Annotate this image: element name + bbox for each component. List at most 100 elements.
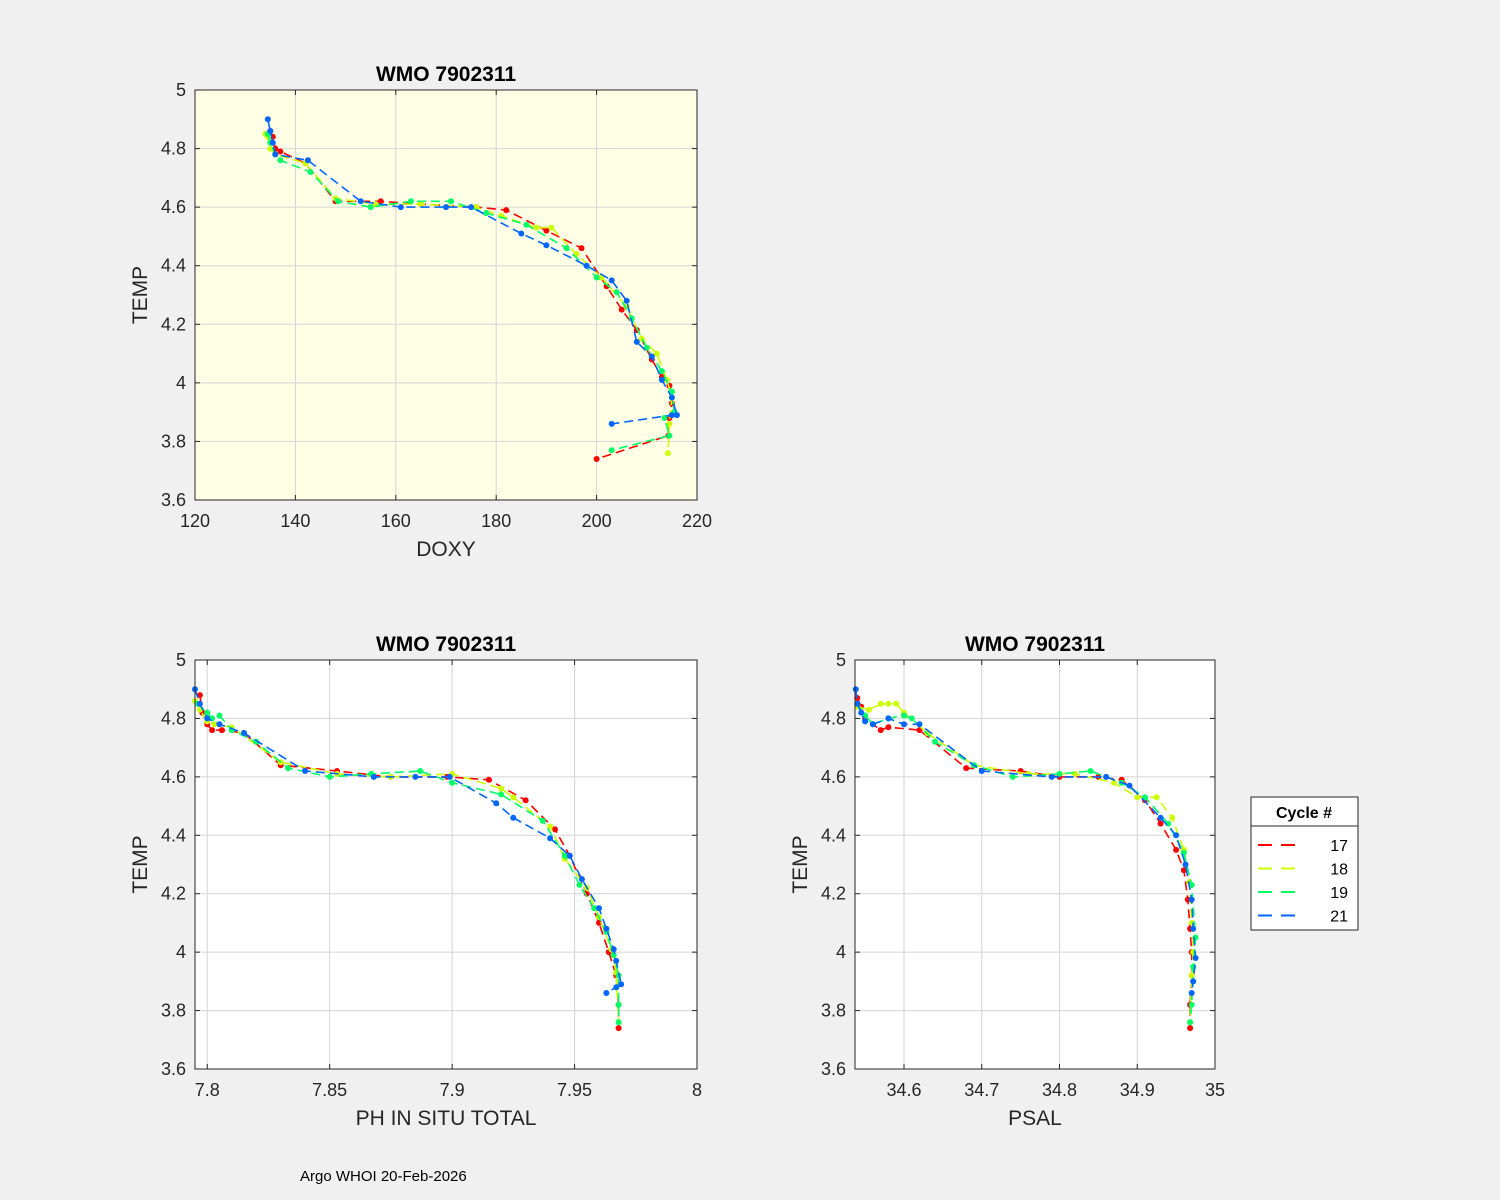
data-point-21 [510,814,517,821]
data-point-17 [1173,846,1180,853]
y-tick-label: 4.8 [161,139,186,159]
y-axis-label: TEMP [789,835,812,893]
data-point-19 [668,388,675,395]
data-point-19 [277,157,284,164]
data-point-21 [854,700,861,707]
y-tick-label: 4.4 [161,825,186,845]
data-point-21 [673,412,680,419]
x-tick-label: 160 [381,511,411,531]
axes-frame [194,89,698,501]
y-tick-label: 4 [836,942,846,962]
y-tick-label: 4.2 [821,884,846,904]
data-point-18 [664,450,671,457]
x-tick-label: 120 [180,511,210,531]
data-point-18 [893,700,900,707]
data-point-21 [852,686,859,693]
data-point-19 [591,905,598,912]
data-point-19 [901,712,907,719]
data-point-21 [603,925,610,932]
data-point-21 [446,773,453,780]
data-point-21 [468,204,475,211]
data-point-18 [1110,779,1117,786]
data-point-17 [522,797,529,804]
legend-entries: 17 18 19 21 [1258,838,1348,926]
data-point-17 [596,919,602,926]
legend-entry-18: 18 [1258,862,1348,879]
plot-area [195,660,697,1069]
x-tick-label: 34.9 [1120,1080,1155,1100]
data-point-21 [443,204,449,211]
data-point-19 [608,447,615,454]
data-point-21 [566,852,573,859]
data-point-21 [1190,925,1197,932]
x-tick-label: 8 [692,1080,702,1100]
data-point-17 [578,245,585,252]
data-point-17 [1157,820,1164,827]
data-point-19 [1056,770,1063,777]
legend-label: 18 [1330,862,1348,879]
data-point-21 [618,981,625,988]
chart-panels: 120 140 160 180 200 220 3.6 3.8 4 4.2 4.4 4.6 4.8 5 WM… [129,63,1225,1130]
data-point-17 [916,727,923,734]
y-tick-label: 3.8 [821,1001,846,1021]
data-point-21 [543,242,550,249]
data-point-21 [869,721,876,728]
data-point-19 [1188,881,1195,888]
data-point-17 [543,227,550,234]
data-point-19 [539,817,546,824]
data-point-21 [547,835,554,842]
data-point-21 [608,420,615,427]
data-point-19 [204,709,211,716]
data-point-21 [613,957,620,964]
data-point-19 [216,712,223,719]
series-line-21 [267,119,678,425]
data-point-21 [269,139,276,146]
data-point-21 [1103,773,1110,780]
data-point-18 [866,706,872,713]
y-tick-label: 4.2 [161,314,186,334]
data-point-18 [510,794,517,801]
data-point-21 [978,768,985,774]
y-tick-label: 4.4 [821,825,846,845]
data-point-17 [277,148,284,155]
data-point-21 [623,297,630,304]
series-line-17 [199,694,620,1029]
chart-panel-psal: 34.6 34.7 34.8 34.9 35 3.6 3.8 4 4.2 4.4 4.6 4.8 5 WM… [789,633,1225,1130]
data-point-17 [885,724,892,731]
data-point-21 [583,262,590,269]
data-point-21 [610,946,617,953]
data-point-18 [211,721,218,728]
data-point-21 [1188,990,1195,996]
data-point-17 [218,727,225,734]
data-point-19 [523,221,530,228]
data-point-21 [267,128,274,134]
data-point-19 [335,198,342,205]
data-point-21 [302,768,309,774]
data-point-19 [285,765,292,772]
data-point-21 [272,151,279,158]
data-point-19 [613,289,620,296]
data-point-19 [661,415,668,421]
data-point-19 [563,245,570,252]
data-point-21 [603,990,610,996]
data-point-19 [615,1001,622,1008]
data-point-17 [377,198,384,205]
data-point-19 [561,852,568,859]
data-point-19 [1187,1019,1194,1026]
data-point-21 [204,715,211,722]
data-point-21 [196,700,203,707]
data-point-18 [417,201,424,208]
data-point-21 [370,773,377,780]
data-point-19 [367,204,374,211]
data-point-21 [1188,896,1195,903]
data-point-17 [1180,867,1187,874]
data-point-17 [618,306,625,313]
x-tick-label: 34.8 [1042,1080,1077,1100]
x-tick-label: 200 [582,511,612,531]
data-point-21 [596,905,602,912]
data-point-17 [503,207,510,214]
data-point-21 [518,230,525,237]
data-point-17 [196,692,203,699]
x-tick-label: 7.9 [440,1080,465,1100]
data-point-21 [916,721,923,728]
